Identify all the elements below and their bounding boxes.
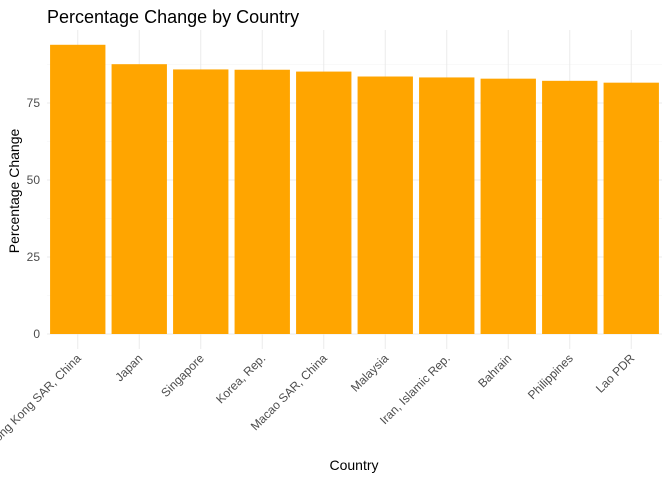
bar <box>357 76 413 335</box>
x-tick-label: Korea, Rep. <box>213 351 268 406</box>
bar <box>50 44 106 335</box>
chart-title: Percentage Change by Country <box>47 7 299 27</box>
x-tick-label: Malaysia <box>348 351 392 395</box>
bar <box>173 69 229 334</box>
bar <box>419 77 475 334</box>
bar <box>603 82 659 334</box>
y-axis-title: Percentage Change <box>6 129 22 254</box>
x-tick-label: Lao PDR <box>593 351 638 396</box>
x-tick-label: Singapore <box>158 351 207 400</box>
y-tick-label: 50 <box>27 173 41 187</box>
x-tick-label: Japan <box>112 351 145 384</box>
x-axis-title: Country <box>329 457 378 473</box>
x-tick-label: Philippines <box>525 351 576 402</box>
bar <box>480 78 536 334</box>
bar <box>234 69 290 335</box>
x-tick-label: Hong Kong SAR, China <box>0 351 84 450</box>
bars <box>50 44 659 335</box>
bar <box>296 71 352 335</box>
bar <box>111 64 167 334</box>
bar <box>542 80 598 334</box>
x-tick-labels: Hong Kong SAR, China Japan Singapore Korea,… <box>0 351 638 450</box>
y-tick-labels: 0 25 50 75 <box>27 96 41 341</box>
y-tick-label: 0 <box>33 327 40 341</box>
y-tick-label: 75 <box>27 96 41 110</box>
y-tick-label: 25 <box>27 250 41 264</box>
x-tick-label: Bahrain <box>475 351 514 390</box>
